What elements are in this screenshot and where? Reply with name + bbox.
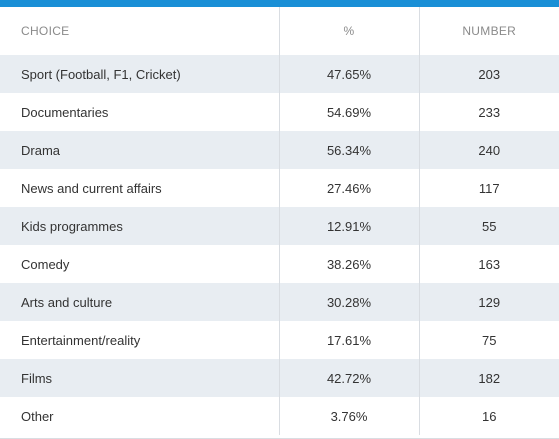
column-header-choice: CHOICE — [0, 7, 280, 55]
cell-number: 55 — [419, 207, 559, 245]
cell-percent: 27.46% — [279, 169, 420, 207]
cell-percent: 38.26% — [279, 245, 420, 283]
cell-choice: Other — [0, 397, 280, 435]
cell-choice: Arts and culture — [0, 283, 280, 321]
cell-choice: Documentaries — [0, 93, 280, 131]
cell-percent: 42.72% — [279, 359, 420, 397]
table-row: Sport (Football, F1, Cricket) 47.65% 203 — [0, 55, 559, 93]
table-row: Films 42.72% 182 — [0, 359, 559, 397]
cell-choice: Drama — [0, 131, 280, 169]
cell-choice: Entertainment/reality — [0, 321, 280, 359]
cell-number: 233 — [419, 93, 559, 131]
column-header-number: NUMBER — [419, 7, 559, 55]
cell-percent: 12.91% — [279, 207, 420, 245]
cell-choice: Kids programmes — [0, 207, 280, 245]
cell-percent: 47.65% — [279, 55, 420, 93]
table-row: Kids programmes 12.91% 55 — [0, 207, 559, 245]
table-row: Comedy 38.26% 163 — [0, 245, 559, 283]
cell-percent: 3.76% — [279, 397, 420, 435]
table-row: Other 3.76% 16 — [0, 397, 559, 435]
accent-bar — [0, 0, 559, 7]
table-row: Documentaries 54.69% 233 — [0, 93, 559, 131]
cell-number: 182 — [419, 359, 559, 397]
cell-number: 163 — [419, 245, 559, 283]
results-table: CHOICE % NUMBER Sport (Football, F1, Cri… — [0, 7, 559, 435]
table-body: Sport (Football, F1, Cricket) 47.65% 203 Do… — [0, 55, 559, 435]
table-row: Entertainment/reality 17.61% 75 — [0, 321, 559, 359]
cell-choice: Sport (Football, F1, Cricket) — [0, 55, 280, 93]
cell-percent: 54.69% — [279, 93, 420, 131]
cell-choice: Comedy — [0, 245, 280, 283]
table-row: Drama 56.34% 240 — [0, 131, 559, 169]
table-header-row: CHOICE % NUMBER — [0, 7, 559, 55]
cell-number: 240 — [419, 131, 559, 169]
cell-number: 16 — [419, 397, 559, 435]
cell-choice: Films — [0, 359, 280, 397]
cell-percent: 17.61% — [279, 321, 420, 359]
table-row: Arts and culture 30.28% 129 — [0, 283, 559, 321]
cell-percent: 56.34% — [279, 131, 420, 169]
column-header-percent: % — [279, 7, 420, 55]
cell-number: 75 — [419, 321, 559, 359]
cell-choice: News and current affairs — [0, 169, 280, 207]
cell-number: 117 — [419, 169, 559, 207]
cell-number: 129 — [419, 283, 559, 321]
cell-percent: 30.28% — [279, 283, 420, 321]
table-row: News and current affairs 27.46% 117 — [0, 169, 559, 207]
cell-number: 203 — [419, 55, 559, 93]
